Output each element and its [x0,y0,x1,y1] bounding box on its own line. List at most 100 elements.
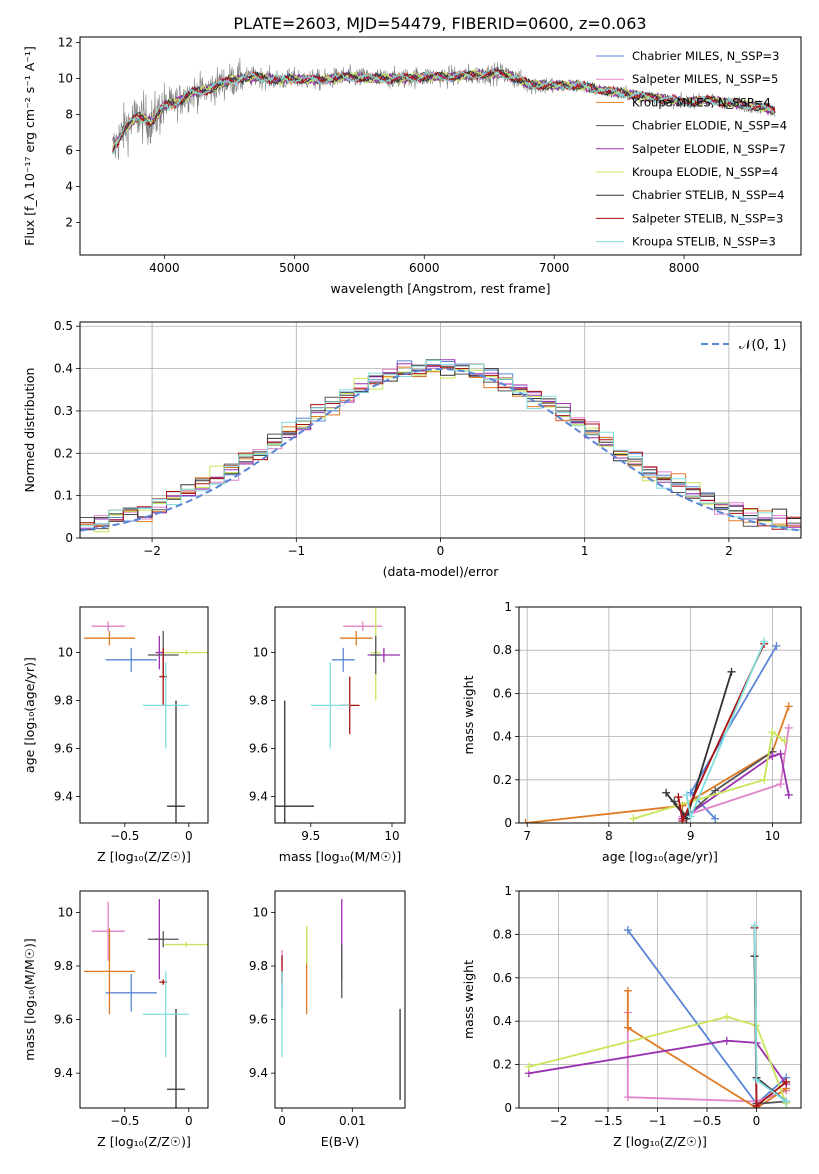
y-tick-label: 4 [65,180,73,194]
panel-mass_vs_Z: −0.5 0 9.4 9.6 9.8 10 Z [log₁₀(Z/Z☉)] mass [log… [22,890,209,1149]
weight-marker [674,793,683,802]
weight-marker [784,702,793,711]
y-tick-label: 0.1 [54,489,73,503]
y-tick-label: 1 [504,600,512,614]
panel-weight_vs_Z: −2 −1.5 −1 −0.5 0 0 0.2 0.4 0.6 0.8 1 Z [log₁₀(Z/Z☉… [461,884,802,1149]
x-tick-label: 4000 [149,261,180,275]
spectrum-legend: Chabrier MILES, N_SSP=3 Salpeter MILES, N… [596,49,787,249]
x-tick-label: 0 [185,829,193,843]
x-axis-label: wavelength [Angstrom, rest frame] [330,281,550,296]
weight-marker [768,728,777,737]
y-axis-label: age [log₁₀(age/yr)] [22,657,37,773]
errorbar-point [142,662,189,749]
legend-label: Salpeter STELIB, N_SSP=3 [632,211,783,225]
legend-label: Chabrier ELODIE, N_SSP=4 [632,119,787,133]
y-tick-label: 0.6 [493,686,512,700]
weight-line [525,706,790,823]
x-tick-label: −0.5 [110,1114,139,1128]
x-tick-label: 8 [605,829,613,843]
y-tick-label: 9.8 [249,959,268,973]
weight-marker [686,788,695,797]
x-tick-label: −1 [649,1114,667,1128]
weight-marker [521,819,530,823]
y-tick-label: 0 [504,816,512,830]
x-tick-label: −2 [143,544,161,558]
weight-marker [662,788,671,797]
weight-series [662,667,736,823]
weight-series [623,986,791,1108]
y-tick-label: 9.4 [249,1066,268,1080]
x-tick-label: 0 [753,1114,761,1128]
weight-marker [711,814,720,823]
errorbar-point [167,700,185,823]
axes-frame [79,606,209,824]
errorbar-point [83,928,136,1015]
x-tick-label: 2 [725,544,733,558]
y-tick-label: 0.4 [493,730,512,744]
weight-marker [623,1093,632,1102]
residual-histogram [80,359,801,531]
weight-marker [686,812,695,821]
weight-marker [629,814,638,823]
x-tick-label: −1 [287,544,305,558]
weight-series [678,749,793,823]
x-axis-label: (data-model)/error [383,564,500,579]
y-tick-label: 10 [253,905,268,919]
y-tick-label: 0.5 [54,319,73,333]
errorbar-point [91,621,125,631]
y-tick-label: 9.6 [249,742,268,756]
weight-marker [752,1101,761,1108]
x-tick-label: 0 [437,544,445,558]
x-tick-label: 5000 [279,261,310,275]
panel-mass_vs_EBV: 0 0.01 9.4 9.6 9.8 10 E(B-V) [249,890,406,1149]
weight-marker [780,736,789,745]
axes-frame [79,890,209,1109]
model-spectrum-line [112,68,776,155]
x-tick-label: 10 [765,829,780,843]
weight-line [626,1012,787,1103]
errorbar-point [105,974,157,1012]
model-spectrum-line [112,68,776,149]
errorbar-point [147,931,179,948]
weight-marker [784,723,793,732]
y-tick-label: 9.4 [54,790,73,804]
axes-frame [274,606,406,824]
errorbar-point [142,971,189,1058]
errorbar-point [331,647,355,672]
panel-age_vs_Z: −0.5 0 9.4 9.6 9.8 10 Z [log₁₀(Z/Z☉)] age [log₁… [22,606,209,864]
weight-marker [678,816,687,823]
weight-marker [772,641,781,650]
legend-label: Chabrier STELIB, N_SSP=4 [632,188,784,202]
y-tick-label: 0 [504,1101,512,1115]
panel-weight_vs_age: 7 8 9 10 0 0.2 0.4 0.6 0.8 1 age [log₁₀(age/yr)] ma… [461,600,802,864]
weight-line [681,752,790,820]
axes-frame [79,321,802,539]
x-tick-label: 7 [523,829,531,843]
weight-marker [711,786,720,795]
y-tick-label: 9.4 [54,1066,73,1080]
weight-marker [760,775,769,784]
weight-marker [722,1012,731,1021]
errorbar-point [105,647,157,672]
errorbar-point [370,635,381,675]
errorbar-point [167,1008,185,1108]
weight-line [528,1015,788,1105]
x-tick-label: 0.01 [339,1114,366,1128]
axes-frame [79,36,802,256]
weight-series [750,921,791,1106]
y-axis-label: Flux [f_λ 10⁻¹⁷ erg cm⁻² s⁻¹ A⁻¹] [22,46,37,246]
weight-marker [722,1036,731,1045]
x-tick-label: 9 [687,829,695,843]
plot-area-weight_vs_age [521,637,793,823]
x-axis-label: Z [log₁₀(Z/Z☉)] [97,849,191,864]
x-tick-label: 10 [384,829,399,843]
panel-residuals: −2 −1 0 1 2 0 0.1 0.2 0.3 0.4 0.5 (data-model)/erro… [22,319,802,579]
legend-label: Salpeter ELODIE, N_SSP=7 [632,142,786,156]
weight-line [753,925,787,1103]
y-tick-label: 9.8 [54,694,73,708]
y-axis-label: mass weight [461,675,476,754]
legend-label: Kroupa STELIB, N_SSP=3 [632,235,776,249]
y-axis-label: Normed distribution [22,368,37,493]
